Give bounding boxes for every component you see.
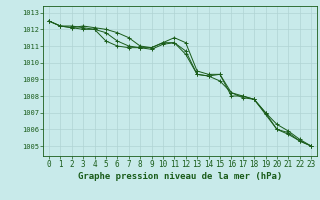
X-axis label: Graphe pression niveau de la mer (hPa): Graphe pression niveau de la mer (hPa) xyxy=(78,172,282,181)
